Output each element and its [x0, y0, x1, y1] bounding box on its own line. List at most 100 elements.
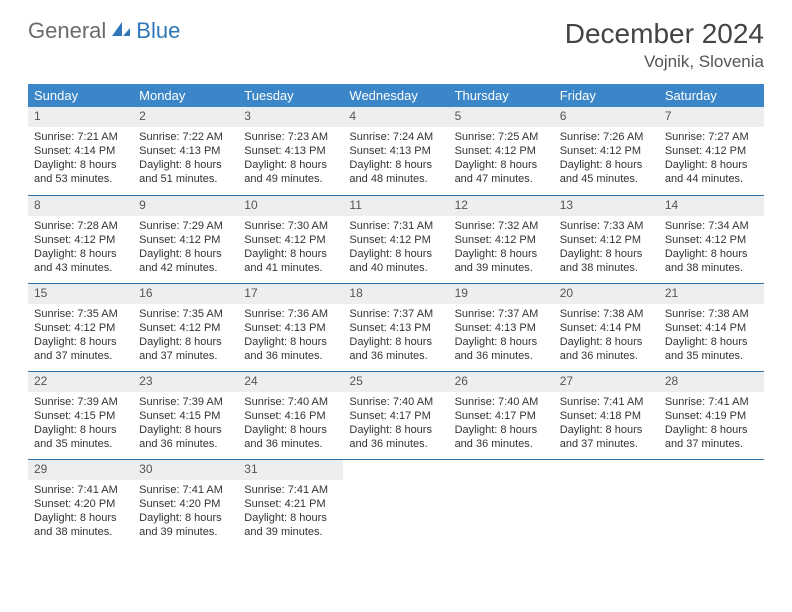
weekday-header: Wednesday: [343, 84, 448, 107]
sunrise-line: Sunrise: 7:25 AM: [455, 130, 548, 144]
daylight-line: Daylight: 8 hours and 36 minutes.: [560, 335, 653, 364]
sunrise-line: Sunrise: 7:38 AM: [560, 307, 653, 321]
calendar-week-row: 8Sunrise: 7:28 AMSunset: 4:12 PMDaylight…: [28, 195, 764, 283]
daylight-line: Daylight: 8 hours and 38 minutes.: [34, 511, 127, 540]
sunset-line: Sunset: 4:21 PM: [244, 497, 337, 511]
daylight-line: Daylight: 8 hours and 36 minutes.: [244, 423, 337, 452]
cell-body: Sunrise: 7:25 AMSunset: 4:12 PMDaylight:…: [449, 127, 554, 193]
cell-body: Sunrise: 7:35 AMSunset: 4:12 PMDaylight:…: [133, 304, 238, 370]
daylight-line: Daylight: 8 hours and 37 minutes.: [34, 335, 127, 364]
sunrise-line: Sunrise: 7:30 AM: [244, 219, 337, 233]
location: Vojnik, Slovenia: [565, 52, 764, 72]
sunrise-line: Sunrise: 7:31 AM: [349, 219, 442, 233]
cell-body: Sunrise: 7:34 AMSunset: 4:12 PMDaylight:…: [659, 216, 764, 282]
day-number: 5: [449, 107, 554, 127]
sunrise-line: Sunrise: 7:38 AM: [665, 307, 758, 321]
title-block: December 2024 Vojnik, Slovenia: [565, 18, 764, 72]
sunrise-line: Sunrise: 7:35 AM: [34, 307, 127, 321]
sunset-line: Sunset: 4:12 PM: [34, 233, 127, 247]
calendar-cell: 17Sunrise: 7:36 AMSunset: 4:13 PMDayligh…: [238, 283, 343, 371]
sunset-line: Sunset: 4:12 PM: [139, 321, 232, 335]
daylight-line: Daylight: 8 hours and 42 minutes.: [139, 247, 232, 276]
calendar-cell: 8Sunrise: 7:28 AMSunset: 4:12 PMDaylight…: [28, 195, 133, 283]
cell-body: Sunrise: 7:38 AMSunset: 4:14 PMDaylight:…: [659, 304, 764, 370]
cell-body: Sunrise: 7:40 AMSunset: 4:16 PMDaylight:…: [238, 392, 343, 458]
calendar-cell: 21Sunrise: 7:38 AMSunset: 4:14 PMDayligh…: [659, 283, 764, 371]
day-number: 9: [133, 196, 238, 216]
day-number: 28: [659, 372, 764, 392]
calendar-cell: 11Sunrise: 7:31 AMSunset: 4:12 PMDayligh…: [343, 195, 448, 283]
sunrise-line: Sunrise: 7:36 AM: [244, 307, 337, 321]
calendar-cell: [343, 459, 448, 547]
calendar-cell: 6Sunrise: 7:26 AMSunset: 4:12 PMDaylight…: [554, 107, 659, 195]
day-number: 20: [554, 284, 659, 304]
day-number: 6: [554, 107, 659, 127]
cell-body: Sunrise: 7:39 AMSunset: 4:15 PMDaylight:…: [28, 392, 133, 458]
calendar-cell: 22Sunrise: 7:39 AMSunset: 4:15 PMDayligh…: [28, 371, 133, 459]
daylight-line: Daylight: 8 hours and 48 minutes.: [349, 158, 442, 187]
sunrise-line: Sunrise: 7:35 AM: [139, 307, 232, 321]
daylight-line: Daylight: 8 hours and 36 minutes.: [455, 335, 548, 364]
day-number: 29: [28, 460, 133, 480]
calendar-cell: 16Sunrise: 7:35 AMSunset: 4:12 PMDayligh…: [133, 283, 238, 371]
logo-text-blue: Blue: [136, 18, 180, 44]
daylight-line: Daylight: 8 hours and 37 minutes.: [139, 335, 232, 364]
sunset-line: Sunset: 4:15 PM: [34, 409, 127, 423]
daylight-line: Daylight: 8 hours and 39 minutes.: [244, 511, 337, 540]
weekday-header: Thursday: [449, 84, 554, 107]
calendar-cell: 14Sunrise: 7:34 AMSunset: 4:12 PMDayligh…: [659, 195, 764, 283]
sunset-line: Sunset: 4:12 PM: [455, 233, 548, 247]
day-number: 24: [238, 372, 343, 392]
cell-body: Sunrise: 7:26 AMSunset: 4:12 PMDaylight:…: [554, 127, 659, 193]
sunrise-line: Sunrise: 7:32 AM: [455, 219, 548, 233]
daylight-line: Daylight: 8 hours and 40 minutes.: [349, 247, 442, 276]
sunset-line: Sunset: 4:17 PM: [455, 409, 548, 423]
cell-body: Sunrise: 7:41 AMSunset: 4:20 PMDaylight:…: [28, 480, 133, 546]
sunrise-line: Sunrise: 7:26 AM: [560, 130, 653, 144]
weekday-header: Monday: [133, 84, 238, 107]
daylight-line: Daylight: 8 hours and 36 minutes.: [349, 423, 442, 452]
calendar-cell: 1Sunrise: 7:21 AMSunset: 4:14 PMDaylight…: [28, 107, 133, 195]
sunset-line: Sunset: 4:13 PM: [244, 144, 337, 158]
sunset-line: Sunset: 4:12 PM: [349, 233, 442, 247]
sunset-line: Sunset: 4:12 PM: [139, 233, 232, 247]
day-number: 22: [28, 372, 133, 392]
sunrise-line: Sunrise: 7:27 AM: [665, 130, 758, 144]
sunrise-line: Sunrise: 7:22 AM: [139, 130, 232, 144]
sunrise-line: Sunrise: 7:24 AM: [349, 130, 442, 144]
calendar-cell: 29Sunrise: 7:41 AMSunset: 4:20 PMDayligh…: [28, 459, 133, 547]
cell-body: Sunrise: 7:22 AMSunset: 4:13 PMDaylight:…: [133, 127, 238, 193]
daylight-line: Daylight: 8 hours and 39 minutes.: [455, 247, 548, 276]
sunrise-line: Sunrise: 7:37 AM: [455, 307, 548, 321]
calendar-cell: 12Sunrise: 7:32 AMSunset: 4:12 PMDayligh…: [449, 195, 554, 283]
sunset-line: Sunset: 4:15 PM: [139, 409, 232, 423]
daylight-line: Daylight: 8 hours and 39 minutes.: [139, 511, 232, 540]
calendar-cell: 13Sunrise: 7:33 AMSunset: 4:12 PMDayligh…: [554, 195, 659, 283]
day-number: 17: [238, 284, 343, 304]
sunrise-line: Sunrise: 7:37 AM: [349, 307, 442, 321]
cell-body: Sunrise: 7:28 AMSunset: 4:12 PMDaylight:…: [28, 216, 133, 282]
daylight-line: Daylight: 8 hours and 38 minutes.: [560, 247, 653, 276]
sunset-line: Sunset: 4:20 PM: [34, 497, 127, 511]
day-number: 11: [343, 196, 448, 216]
calendar-cell: 23Sunrise: 7:39 AMSunset: 4:15 PMDayligh…: [133, 371, 238, 459]
cell-body: Sunrise: 7:32 AMSunset: 4:12 PMDaylight:…: [449, 216, 554, 282]
cell-body: Sunrise: 7:41 AMSunset: 4:18 PMDaylight:…: [554, 392, 659, 458]
cell-body: Sunrise: 7:29 AMSunset: 4:12 PMDaylight:…: [133, 216, 238, 282]
sunset-line: Sunset: 4:12 PM: [665, 144, 758, 158]
calendar-cell: [449, 459, 554, 547]
cell-body: Sunrise: 7:37 AMSunset: 4:13 PMDaylight:…: [449, 304, 554, 370]
weekday-header: Saturday: [659, 84, 764, 107]
sunset-line: Sunset: 4:13 PM: [349, 144, 442, 158]
day-number: 26: [449, 372, 554, 392]
sunrise-line: Sunrise: 7:41 AM: [560, 395, 653, 409]
day-number: 23: [133, 372, 238, 392]
day-number: 8: [28, 196, 133, 216]
cell-body: Sunrise: 7:41 AMSunset: 4:19 PMDaylight:…: [659, 392, 764, 458]
cell-body: Sunrise: 7:31 AMSunset: 4:12 PMDaylight:…: [343, 216, 448, 282]
sunrise-line: Sunrise: 7:40 AM: [244, 395, 337, 409]
daylight-line: Daylight: 8 hours and 43 minutes.: [34, 247, 127, 276]
daylight-line: Daylight: 8 hours and 35 minutes.: [34, 423, 127, 452]
sunrise-line: Sunrise: 7:41 AM: [139, 483, 232, 497]
calendar-cell: 15Sunrise: 7:35 AMSunset: 4:12 PMDayligh…: [28, 283, 133, 371]
